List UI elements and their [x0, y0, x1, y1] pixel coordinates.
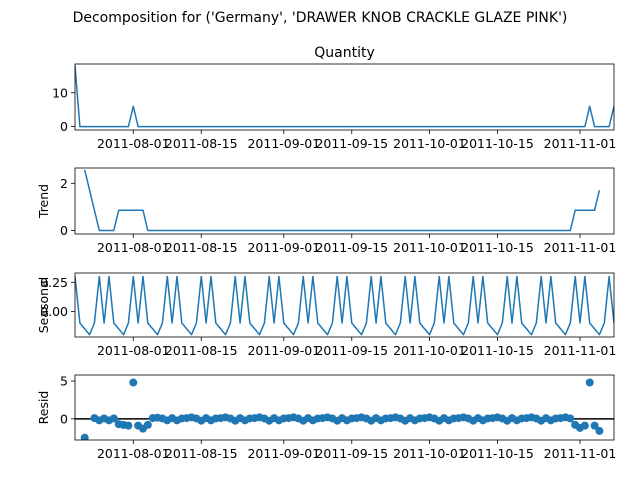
axes-frame [74, 63, 615, 131]
x-tick-label: 2011-08-15 [165, 446, 238, 461]
resid-point [580, 421, 589, 430]
x-tick-label: 2011-08-15 [165, 136, 238, 151]
x-tick-label: 2011-10-01 [393, 240, 466, 255]
axes-frame [74, 167, 615, 235]
y-axis-label: Resid [36, 391, 51, 425]
y-tick-label: 2 [60, 176, 68, 191]
y-tick-label: 0 [60, 411, 68, 426]
x-tick-label: 2011-10-01 [393, 136, 466, 151]
x-tick-label: 2011-08-01 [97, 343, 170, 358]
x-tick-label: 2011-11-01 [544, 343, 617, 358]
x-tick-label: 2011-08-15 [165, 240, 238, 255]
y-tick-label: 0.25 [40, 275, 68, 290]
series-line [75, 275, 614, 336]
y-tick-label: 0 [60, 223, 68, 238]
axes-frame [74, 272, 615, 338]
x-tick-label: 2011-08-01 [97, 136, 170, 151]
plot-area [83, 169, 601, 232]
y-tick-label: 10 [52, 85, 68, 100]
x-tick-label: 2011-09-01 [247, 240, 320, 255]
y-axis-label: Trend [36, 184, 51, 219]
x-tick-label: 2011-08-15 [165, 343, 238, 358]
x-tick-label: 2011-10-01 [393, 446, 466, 461]
plot-area [75, 378, 614, 440]
x-tick-label: 2011-09-01 [247, 136, 320, 151]
plot-area [75, 65, 614, 128]
x-tick-label: 2011-09-15 [315, 446, 388, 461]
x-tick-label: 2011-08-01 [97, 240, 170, 255]
resid-point [585, 378, 594, 387]
y-axis-label: Seasonal [36, 277, 51, 334]
y-tick-label: 5 [60, 374, 68, 389]
x-tick-label: 2011-10-15 [461, 136, 534, 151]
y-tick-label: 0.00 [40, 304, 68, 319]
panel-title: Quantity [314, 45, 375, 61]
x-tick-label: 2011-10-15 [461, 343, 534, 358]
plot-area [75, 275, 614, 336]
resid-point [143, 420, 152, 429]
resid-point [109, 414, 118, 423]
resid-point [129, 378, 138, 387]
x-tick-label: 2011-11-01 [544, 136, 617, 151]
x-tick-label: 2011-11-01 [544, 240, 617, 255]
resid-point [566, 414, 575, 423]
x-tick-label: 2011-10-15 [461, 446, 534, 461]
figure-suptitle: Decomposition for ('Germany', 'DRAWER KN… [73, 10, 568, 26]
x-tick-label: 2011-10-15 [461, 240, 534, 255]
y-tick-label: 0 [60, 119, 68, 134]
resid-point [124, 421, 133, 430]
resid-point [590, 421, 599, 430]
x-tick-label: 2011-10-01 [393, 343, 466, 358]
x-tick-label: 2011-09-15 [315, 240, 388, 255]
x-tick-label: 2011-09-01 [247, 343, 320, 358]
axes-frame [74, 374, 615, 441]
series-line [83, 169, 601, 232]
series-line [75, 65, 614, 128]
x-tick-label: 2011-09-15 [315, 343, 388, 358]
x-tick-label: 2011-08-01 [97, 446, 170, 461]
x-tick-label: 2011-09-01 [247, 446, 320, 461]
resid-point [595, 426, 604, 435]
x-tick-label: 2011-09-15 [315, 136, 388, 151]
x-tick-label: 2011-11-01 [544, 446, 617, 461]
resid-point [80, 433, 89, 440]
